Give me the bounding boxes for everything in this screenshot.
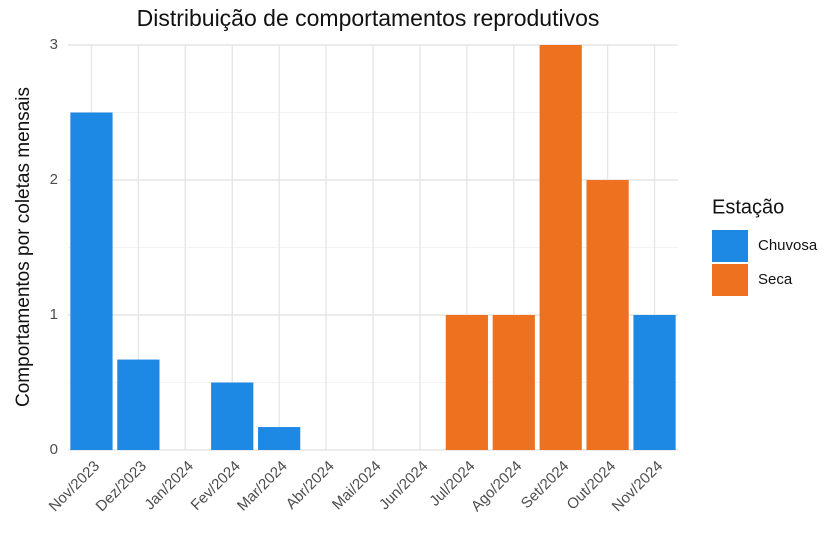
- bar: [492, 315, 535, 450]
- y-tick-label: 2: [50, 171, 58, 188]
- bar: [117, 359, 160, 450]
- y-tick-label: 3: [50, 36, 58, 53]
- y-tick-label: 1: [50, 306, 58, 323]
- legend-label: Chuvosa: [758, 237, 818, 254]
- bars: [70, 45, 676, 450]
- bar: [211, 382, 254, 450]
- bar: [258, 427, 301, 450]
- chart-title: Distribuição de comportamentos reproduti…: [137, 5, 600, 31]
- y-axis-label: Comportamentos por coletas mensais: [13, 87, 34, 407]
- bar: [445, 315, 488, 450]
- legend-key: [712, 230, 748, 262]
- y-tick-label: 0: [50, 441, 58, 458]
- bar: [539, 45, 582, 450]
- legend-key: [712, 264, 748, 296]
- bar: [70, 112, 113, 450]
- legend-label: Seca: [758, 271, 793, 288]
- legend-title: Estação: [712, 196, 784, 218]
- bar: [633, 315, 676, 450]
- bar: [586, 180, 629, 450]
